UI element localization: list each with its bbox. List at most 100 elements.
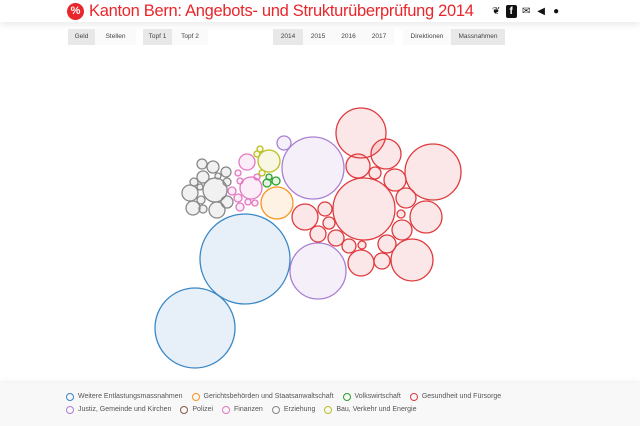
bubble[interactable] <box>239 176 263 200</box>
legend-label: Bau, Verkehr und Energie <box>336 406 417 413</box>
legend: Weitere Entlastungsmassnahmen Gerichtsbeh… <box>0 383 640 426</box>
legend-label: Finanzen <box>234 406 263 413</box>
bubble[interactable] <box>181 184 199 202</box>
bubble[interactable] <box>233 193 243 203</box>
topf2-button[interactable]: Topf 2 <box>172 29 208 45</box>
topf1-button[interactable]: Topf 1 <box>143 29 172 45</box>
bubble[interactable] <box>357 240 367 250</box>
legend-item[interactable]: Volkswirtschaft <box>342 392 401 401</box>
bubble[interactable] <box>395 187 417 209</box>
twitter-icon[interactable]: ❦ <box>491 5 501 17</box>
legend-item[interactable]: Weitere Entlastungsmassnahmen <box>66 392 183 401</box>
year-2016-button[interactable]: 2016 <box>333 29 364 45</box>
bubble[interactable] <box>404 143 462 201</box>
bubble[interactable] <box>196 195 206 205</box>
bubble[interactable] <box>185 200 201 216</box>
legend-label: Justiz, Gemeinde und Kirchen <box>78 406 172 413</box>
legend-circle-icon <box>180 405 189 414</box>
bubble[interactable] <box>347 249 375 277</box>
bubble[interactable] <box>377 234 397 254</box>
direktionen-button[interactable]: Direktionen <box>403 29 451 45</box>
bullhorn-icon[interactable]: ◀ <box>537 5 545 17</box>
github-icon[interactable]: ● <box>553 5 560 17</box>
bubble[interactable] <box>196 170 210 184</box>
bubble[interactable] <box>258 169 266 177</box>
bubble[interactable] <box>214 172 222 180</box>
massnahmen-button[interactable]: Massnahmen <box>451 29 505 45</box>
legend-circle-icon <box>191 392 200 401</box>
legend-label: Gesundheit und Fürsorge <box>421 393 502 400</box>
bubble[interactable] <box>276 135 292 151</box>
bubble[interactable] <box>391 219 413 241</box>
legend-item[interactable]: Justiz, Gemeinde und Kirchen <box>66 405 171 414</box>
bubble[interactable] <box>260 186 294 220</box>
bubble[interactable] <box>236 177 244 185</box>
legend-item[interactable]: Erziehung <box>271 405 315 414</box>
bubble[interactable] <box>244 198 252 206</box>
bubble[interactable] <box>373 252 391 270</box>
measure-toggle: Geld Stellen <box>68 29 136 45</box>
legend-item[interactable]: Gesundheit und Fürsorge <box>409 392 502 401</box>
grouping-toggle: Direktionen Massnahmen <box>403 29 505 45</box>
bubble[interactable] <box>196 158 208 170</box>
legend-label: Polizei <box>192 406 214 413</box>
bubble[interactable] <box>235 202 245 212</box>
year-2014-button[interactable]: 2014 <box>273 29 303 45</box>
envelope-icon[interactable]: ✉ <box>521 5 531 17</box>
legend-circle-icon <box>342 392 351 401</box>
bubble[interactable] <box>251 199 259 207</box>
year-2015-button[interactable]: 2015 <box>303 29 333 45</box>
legend-circle-icon <box>271 405 280 414</box>
bubble[interactable] <box>198 204 208 214</box>
bubble[interactable] <box>341 238 357 254</box>
legend-item[interactable]: Gerichtsbehörden und Staatsanwaltschaft <box>191 392 334 401</box>
bubble[interactable] <box>291 203 319 231</box>
legend-row: Justiz, Gemeinde und Kirchen Polizei Finan… <box>66 405 417 414</box>
bubble[interactable] <box>220 166 232 178</box>
bubble[interactable] <box>370 138 402 170</box>
bubble[interactable] <box>289 242 347 300</box>
bubble[interactable] <box>368 166 382 180</box>
stellen-button[interactable]: Stellen <box>95 29 136 45</box>
header: % Kanton Bern: Angebots- und Strukturübe… <box>0 0 640 22</box>
legend-circle-icon <box>66 405 74 414</box>
bubble[interactable] <box>345 153 371 179</box>
facebook-icon[interactable]: f <box>505 4 517 18</box>
bubble[interactable] <box>271 176 281 186</box>
legend-item[interactable]: Finanzen <box>222 405 263 414</box>
bubble[interactable] <box>262 178 272 188</box>
bubble[interactable] <box>332 177 396 241</box>
bubble[interactable] <box>396 209 406 219</box>
bubble[interactable] <box>206 160 220 174</box>
bubble[interactable] <box>199 213 291 305</box>
logo-percent-icon: % <box>67 2 84 20</box>
bubble[interactable] <box>309 225 327 243</box>
bubble[interactable] <box>322 216 336 230</box>
header-content: % Kanton Bern: Angebots- und Strukturübe… <box>67 2 562 20</box>
bubble[interactable] <box>409 200 443 234</box>
bubble[interactable] <box>390 238 434 282</box>
bubble[interactable] <box>196 183 204 191</box>
bubble[interactable] <box>327 229 345 247</box>
bubble[interactable] <box>238 153 256 171</box>
legend-item[interactable]: Polizei <box>180 405 213 414</box>
geld-button[interactable]: Geld <box>68 29 95 45</box>
bubble[interactable] <box>234 169 242 177</box>
bubble[interactable] <box>257 149 281 173</box>
legend-circle-icon <box>222 405 231 414</box>
bubble[interactable] <box>154 287 236 369</box>
bubble[interactable] <box>253 173 261 181</box>
bubble[interactable] <box>317 201 333 217</box>
year-2017-button[interactable]: 2017 <box>364 29 394 45</box>
legend-label: Gerichtsbehörden und Staatsanwaltschaft <box>203 393 334 400</box>
bubble[interactable] <box>222 177 232 187</box>
bubble[interactable] <box>208 201 226 219</box>
bubble[interactable] <box>189 177 199 187</box>
legend-circle-icon <box>409 392 418 401</box>
bubble[interactable] <box>227 186 237 196</box>
bubble[interactable] <box>281 136 345 200</box>
legend-item[interactable]: Bau, Verkehr und Energie <box>324 405 417 414</box>
social-links: ❦ f ✉ ◀ ● <box>491 4 562 18</box>
bubble[interactable] <box>253 150 261 158</box>
